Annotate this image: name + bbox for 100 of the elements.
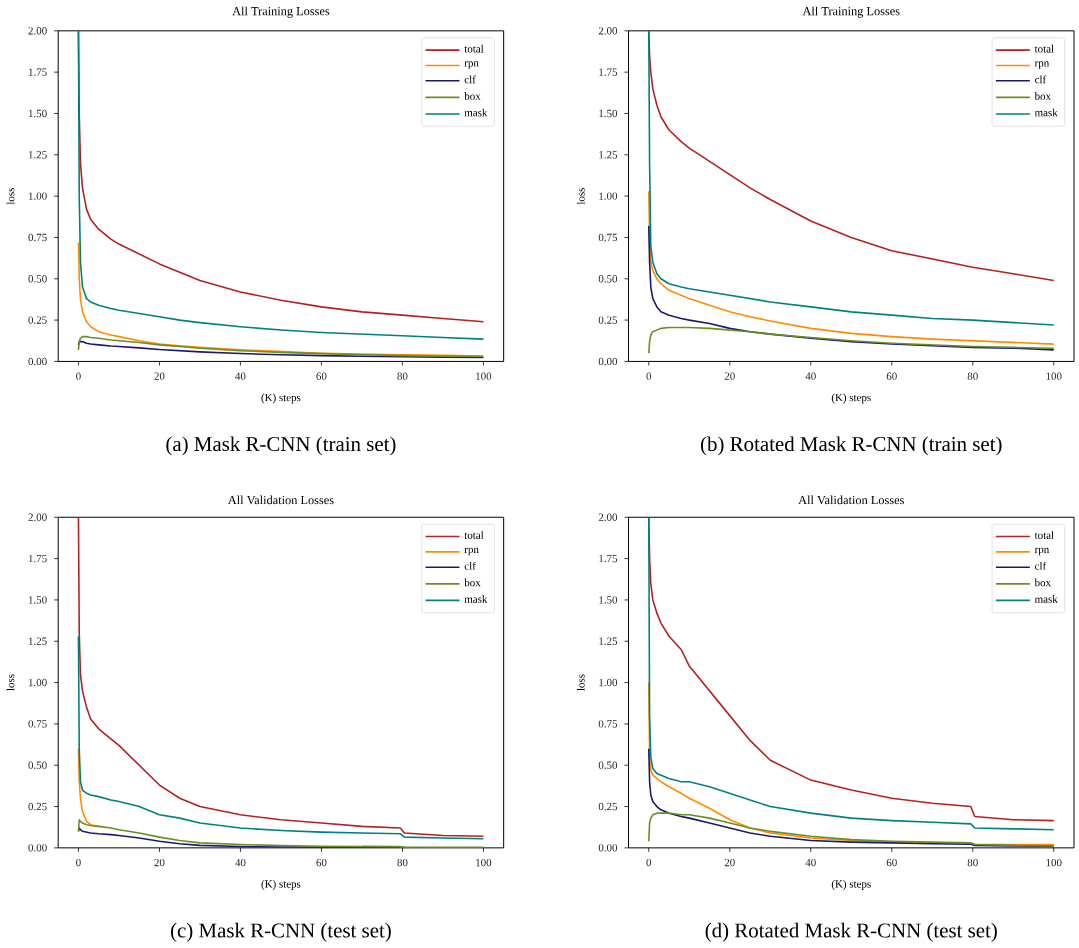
y-tick-label: 1.00: [599, 678, 618, 687]
legend-label: total: [1034, 531, 1054, 539]
y-tick-label: 1.75: [28, 554, 47, 563]
x-tick-label: 80: [967, 858, 978, 867]
y-tick-label: 2.00: [598, 513, 618, 521]
legend-label: mask: [1034, 108, 1058, 117]
y-tick-label: 1.00: [28, 192, 47, 200]
x-tick-label: 100: [1046, 858, 1062, 867]
x-tick-label: 60: [886, 858, 897, 867]
y-axis-title: loss: [576, 674, 585, 691]
legend-label: box: [1034, 578, 1051, 587]
y-tick-label: 1.00: [28, 678, 47, 687]
legend-label: total: [464, 44, 484, 53]
x-tick-label: 100: [1046, 372, 1062, 380]
chart-title: All Validation Losses: [227, 495, 334, 505]
y-tick-label: 0.50: [598, 761, 618, 769]
x-axis-title: (K) steps: [261, 393, 301, 404]
legend-label: clf: [1035, 75, 1047, 84]
legend-label: box: [464, 578, 481, 587]
legend-label: rpn: [464, 547, 479, 556]
y-tick-label: 0.25: [28, 316, 47, 324]
legend-label: clf: [464, 75, 476, 84]
x-tick-label: 20: [154, 858, 165, 867]
chart-title: All Validation Losses: [798, 495, 904, 505]
x-axis-title: (K) steps: [261, 879, 301, 890]
x-tick-label: 100: [476, 372, 492, 380]
text: (a) Mask R-CNN (train set): [166, 436, 396, 456]
y-tick-label: 2.00: [598, 26, 618, 35]
legend-label: rpn: [1034, 61, 1050, 69]
x-tick-label: 40: [235, 372, 246, 380]
legend-label: clf: [464, 561, 476, 570]
y-tick-label: 1.25: [28, 150, 47, 159]
x-tick-label: 40: [235, 858, 246, 867]
x-tick-label: 80: [967, 372, 978, 380]
x-tick-label: 80: [397, 372, 408, 380]
legend-label: total: [1034, 44, 1054, 53]
text: (c) Mask R-CNN (test set): [170, 922, 391, 942]
y-tick-label: 0.00: [598, 357, 618, 365]
x-tick-label: 60: [886, 372, 897, 380]
legend-label: mask: [464, 108, 488, 117]
y-axis-title: loss: [6, 674, 15, 691]
y-axis-title: loss: [576, 187, 585, 205]
x-tick-label: 0: [646, 372, 652, 380]
y-tick-label: 0.50: [28, 761, 47, 769]
chart-title: All Training Losses: [232, 6, 330, 18]
y-tick-label: 0.00: [598, 843, 618, 852]
y-tick-label: 0.50: [598, 274, 618, 283]
line-series: [77, 335, 485, 358]
y-tick-label: 0.75: [598, 719, 618, 728]
y-tick-label: 0.25: [28, 802, 47, 811]
text: (d) Rotated Mask R-CNN (test set): [705, 922, 997, 942]
y-tick-label: 0.75: [28, 233, 47, 241]
line-series: [647, 224, 1055, 351]
y-tick-label: 1.75: [28, 68, 47, 76]
legend-label: mask: [1034, 594, 1058, 603]
y-tick-label: 0.00: [28, 843, 47, 852]
x-tick-label: 0: [646, 858, 652, 867]
x-tick-label: 100: [476, 858, 492, 867]
line-series: [77, 635, 485, 840]
y-tick-label: 0.25: [598, 802, 618, 811]
text: (b) Rotated Mask R-CNN (train set): [700, 436, 1002, 456]
y-tick-label: 1.00: [599, 192, 618, 200]
y-tick-label: 1.25: [599, 637, 618, 645]
legend-label: box: [464, 91, 481, 100]
x-tick-label: 60: [316, 858, 327, 867]
x-tick-label: 20: [724, 372, 735, 380]
x-tick-label: 0: [76, 372, 81, 380]
x-tick-label: 20: [724, 858, 735, 867]
legend-label: rpn: [1034, 547, 1050, 556]
x-axis-title: (K) steps: [831, 879, 871, 890]
x-tick-label: 0: [76, 858, 81, 867]
chart-title: All Training Losses: [802, 6, 900, 18]
y-tick-label: 0.75: [28, 719, 47, 728]
y-tick-label: 0.75: [598, 233, 618, 241]
x-tick-label: 40: [805, 372, 816, 380]
x-tick-label: 60: [316, 372, 327, 380]
y-tick-label: 1.50: [28, 596, 47, 604]
legend-label: clf: [1035, 561, 1047, 570]
y-tick-label: 0.00: [28, 357, 47, 365]
y-tick-label: 1.50: [599, 596, 618, 604]
line-series: [77, 818, 485, 848]
y-tick-label: 0.50: [28, 274, 47, 283]
legend-label: box: [1034, 91, 1051, 100]
y-tick-label: 2.00: [28, 26, 47, 35]
y-axis-title: loss: [6, 187, 15, 205]
x-tick-label: 80: [397, 858, 408, 867]
y-tick-label: 0.25: [598, 316, 618, 324]
y-tick-label: 1.50: [28, 109, 47, 117]
legend-label: total: [464, 531, 484, 539]
y-tick-label: 1.75: [599, 68, 618, 76]
y-tick-label: 1.25: [599, 150, 618, 159]
y-tick-label: 1.75: [599, 554, 618, 563]
x-tick-label: 20: [154, 372, 165, 380]
y-tick-label: 2.00: [28, 513, 47, 521]
x-tick-label: 40: [805, 858, 816, 867]
legend-label: rpn: [464, 61, 479, 69]
y-tick-label: 1.50: [599, 109, 618, 117]
legend-label: mask: [464, 594, 488, 603]
y-tick-label: 1.25: [28, 637, 47, 645]
x-axis-title: (K) steps: [831, 393, 871, 404]
